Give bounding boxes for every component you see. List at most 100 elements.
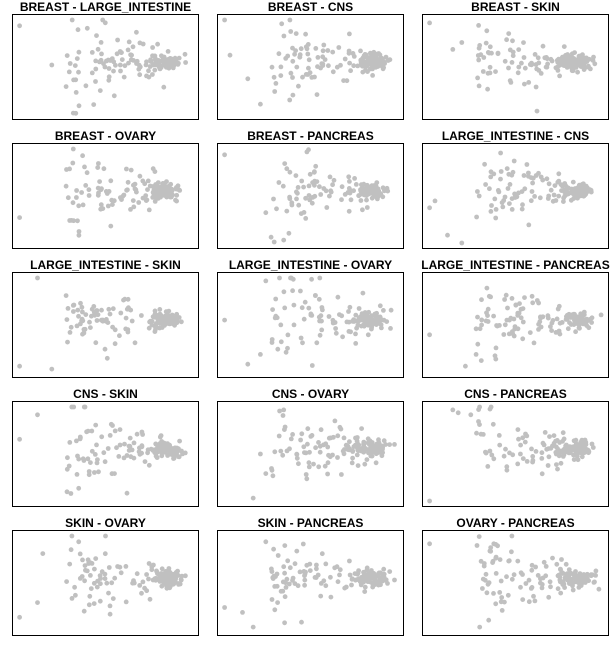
- scatter-point: [91, 102, 97, 107]
- scatter-point: [70, 200, 76, 206]
- scatter-point: [182, 51, 188, 57]
- scatter-point: [94, 33, 99, 38]
- scatter-point: [516, 436, 521, 442]
- scatter-point: [290, 58, 296, 64]
- scatter-point: [275, 600, 280, 605]
- scatter-point: [348, 197, 354, 203]
- scatter-point: [300, 340, 305, 346]
- scatter-point: [303, 450, 309, 456]
- scatter-point: [152, 199, 158, 204]
- scatter-point: [298, 46, 304, 52]
- scatter-point: [153, 453, 159, 459]
- scatter-point: [340, 334, 345, 340]
- scatter-point: [326, 63, 331, 69]
- scatter-point: [368, 445, 373, 451]
- scatter-point: [307, 197, 313, 203]
- scatter-point: [272, 89, 278, 94]
- scatter-point: [309, 363, 315, 368]
- scatter-point: [561, 436, 567, 442]
- scatter-point: [121, 455, 127, 461]
- scatter-point: [150, 190, 156, 195]
- scatter-point: [373, 58, 379, 64]
- scatter-point: [540, 43, 546, 49]
- scatter-point: [306, 193, 312, 198]
- scatter-point: [293, 48, 298, 53]
- scatter-point: [318, 593, 324, 599]
- scatter-point: [133, 187, 139, 193]
- scatter-point: [174, 192, 180, 198]
- scatter-point: [312, 74, 317, 80]
- scatter-point: [513, 302, 519, 308]
- scatter-point: [369, 54, 374, 60]
- scatter-point: [281, 407, 287, 413]
- scatter-point: [158, 313, 164, 318]
- scatter-point: [564, 65, 570, 70]
- scatter-point: [150, 166, 156, 172]
- scatter-point: [245, 76, 251, 82]
- scatter-point: [148, 59, 154, 64]
- scatter-point: [17, 215, 22, 220]
- scatter-point: [313, 46, 319, 51]
- scatter-point: [313, 163, 319, 169]
- scatter-point: [175, 573, 181, 578]
- scatter-point: [91, 601, 97, 606]
- scatter-point: [507, 201, 512, 206]
- scatter-point: [86, 561, 92, 566]
- scatter-point: [376, 445, 381, 451]
- scatter-point: [539, 456, 545, 461]
- scatter-point: [489, 452, 495, 458]
- scatter-point: [358, 448, 364, 453]
- scatter-point: [169, 188, 175, 194]
- scatter-point: [516, 190, 521, 196]
- scatter-point: [319, 327, 325, 333]
- scatter-point: [146, 325, 152, 331]
- scatter-point: [49, 62, 55, 68]
- scatter-point: [332, 320, 338, 325]
- scatter-point: [154, 568, 159, 574]
- scatter-point: [512, 326, 518, 332]
- scatter-point: [489, 50, 494, 56]
- scatter-point: [296, 202, 302, 208]
- scatter-panel: BREAST - OVARY: [12, 129, 199, 249]
- scatter-point: [104, 355, 110, 361]
- scatter-point: [182, 450, 188, 456]
- scatter-point: [67, 561, 73, 567]
- scatter-point: [322, 463, 328, 469]
- scatter-point: [174, 198, 180, 204]
- scatter-point: [321, 42, 327, 48]
- scatter-point: [124, 490, 130, 496]
- scatter-point: [292, 51, 297, 57]
- scatter-point: [118, 570, 124, 576]
- scatter-point: [295, 190, 300, 196]
- scatter-point: [360, 207, 365, 213]
- scatter-point: [538, 71, 544, 76]
- scatter-point: [162, 445, 168, 451]
- panel-title: BREAST - LARGE_INTESTINE: [19, 0, 192, 14]
- scatter-point: [544, 55, 549, 60]
- scatter-point: [506, 558, 512, 564]
- scatter-point: [119, 197, 124, 202]
- scatter-point: [222, 152, 227, 158]
- scatter-point: [544, 64, 550, 70]
- scatter-point: [550, 198, 556, 204]
- scatter-point: [162, 181, 168, 186]
- scatter-point: [273, 81, 279, 86]
- scatter-point: [570, 68, 576, 74]
- scatter-point: [128, 57, 134, 63]
- scatter-point: [76, 456, 82, 462]
- scatter-point: [93, 340, 99, 346]
- scatter-point: [554, 316, 560, 322]
- scatter-point: [557, 574, 563, 580]
- scatter-point: [100, 318, 106, 324]
- scatter-point: [516, 310, 522, 316]
- scatter-point: [483, 571, 489, 577]
- scatter-point: [323, 441, 329, 447]
- scatter-point: [163, 309, 169, 315]
- scatter-point: [294, 196, 299, 202]
- scatter-point: [287, 169, 293, 175]
- scatter-point: [351, 63, 357, 69]
- scatter-point: [134, 58, 140, 64]
- scatter-point: [70, 303, 76, 308]
- scatter-point: [550, 555, 555, 561]
